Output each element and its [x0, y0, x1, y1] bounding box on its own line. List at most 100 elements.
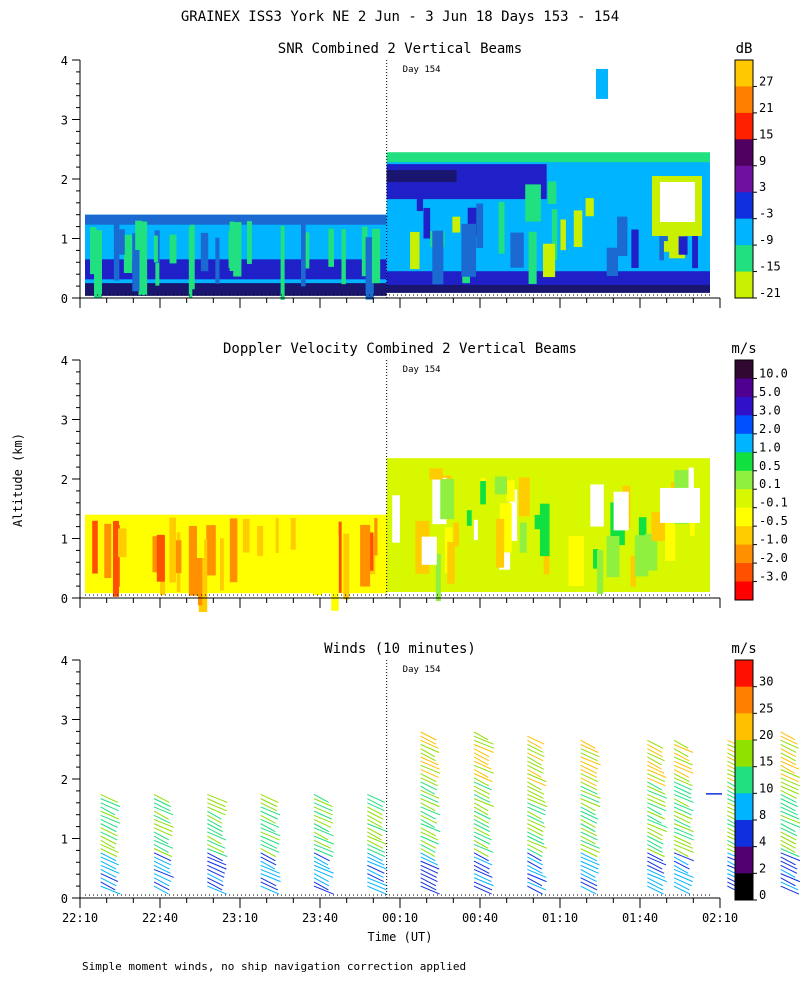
colorbar-label: 15	[759, 755, 773, 769]
wind-barb	[473, 831, 492, 841]
wind-barb	[673, 760, 693, 770]
snr-region	[410, 231, 420, 270]
wind-barb	[647, 752, 665, 762]
wind-barb	[527, 835, 545, 845]
wind-barb	[153, 794, 170, 803]
colorbar-label: 9	[759, 154, 766, 168]
snr-region	[132, 233, 140, 292]
wind-barb	[260, 877, 277, 887]
wind-barb	[260, 798, 278, 808]
wind-barb	[580, 798, 601, 808]
wind-barb	[647, 814, 662, 824]
wind-barb	[100, 806, 116, 816]
x-tick-label: 00:40	[462, 911, 498, 925]
wind-barb	[647, 744, 663, 753]
wind-barb	[780, 777, 800, 787]
snr-region	[371, 228, 381, 284]
colorbar-swatch	[735, 192, 753, 220]
velocity-region	[429, 468, 443, 480]
colorbar-frame	[734, 59, 754, 299]
day-label: Day 154	[403, 65, 441, 75]
wind-barb	[780, 739, 799, 749]
snr-region	[189, 224, 195, 290]
wind-barb	[647, 760, 662, 770]
wind-barb	[207, 848, 228, 858]
wind-barb	[100, 885, 121, 895]
wind-barb	[420, 827, 436, 837]
y-tick-label: 4	[61, 54, 68, 68]
wind-barb	[367, 877, 388, 887]
wind-barb	[367, 831, 382, 841]
wind-barb	[100, 852, 117, 862]
wind-profile	[207, 794, 228, 895]
wind-barb	[420, 769, 439, 778]
y-tick-label: 1	[61, 233, 68, 247]
wind-barb	[100, 839, 116, 849]
wind-barb	[647, 852, 664, 862]
velocity-region	[92, 520, 98, 574]
velocity-region	[453, 522, 459, 547]
wind-barb	[207, 868, 225, 878]
wind-barb	[673, 773, 690, 783]
velocity-region	[156, 534, 165, 582]
wind-barb	[647, 769, 667, 778]
wind-barb	[100, 860, 117, 870]
snr-region	[169, 234, 177, 264]
velocity-region	[197, 536, 203, 606]
colorbar-label: -1.0	[759, 533, 788, 547]
wind-barb	[473, 781, 492, 791]
wind-barb	[367, 860, 387, 870]
wind-barb	[420, 844, 436, 853]
wind-barb	[647, 831, 663, 841]
colorbar: 27 21 15 9 3 -3 -9 -15 -21	[734, 59, 781, 300]
snr-region	[85, 283, 387, 292]
wind-barb	[367, 848, 386, 858]
wind-barb	[313, 843, 334, 853]
colorbar-label: 27	[759, 74, 773, 88]
wind-barb	[527, 739, 542, 749]
wind-barb	[527, 806, 546, 816]
snr-region	[528, 231, 537, 284]
wind-barb	[647, 844, 663, 853]
wind-barb	[420, 877, 437, 887]
wind-barb	[780, 810, 800, 820]
wind-barb	[527, 819, 546, 828]
colorbar-label: 15	[759, 127, 773, 141]
snr-region	[85, 214, 387, 225]
wind-barb	[673, 764, 694, 774]
colorbar-label: 3.0	[759, 403, 781, 417]
wind-barb	[367, 864, 385, 874]
colorbar-swatch	[735, 165, 753, 193]
wind-barb	[647, 748, 663, 758]
wind-barb	[527, 823, 544, 833]
wind-barb	[207, 885, 227, 895]
wind-barb	[527, 802, 546, 812]
velocity-region	[219, 538, 224, 591]
doppler-panel-title: Doppler Velocity Combined 2 Vertical Bea…	[223, 341, 577, 357]
colorbar-label: -2.0	[759, 551, 788, 565]
wind-barb	[207, 873, 224, 883]
colorbar-swatch	[735, 581, 753, 601]
snr-region	[551, 209, 558, 261]
wind-barb	[473, 752, 490, 762]
colorbar-swatch	[735, 415, 753, 435]
wind-barb	[100, 823, 117, 833]
wind-barb	[367, 823, 388, 833]
wind-barb	[527, 852, 542, 862]
wind-barb	[420, 814, 438, 824]
wind-barb	[473, 794, 491, 803]
wind-barb	[420, 777, 439, 787]
wind-barb	[527, 868, 547, 878]
wind-barb	[260, 819, 280, 828]
wind-barb	[367, 885, 387, 895]
wind-barb	[207, 819, 223, 828]
wind-barb	[473, 814, 490, 824]
wind-barb	[207, 835, 222, 845]
x-tick-label: 22:10	[62, 911, 98, 925]
colorbar-swatch	[735, 686, 753, 714]
colorbar-label: 5.0	[759, 385, 781, 399]
wind-barb	[580, 839, 600, 849]
wind-barb	[260, 873, 281, 883]
velocity-region	[331, 535, 339, 611]
wind-barb	[580, 852, 597, 862]
